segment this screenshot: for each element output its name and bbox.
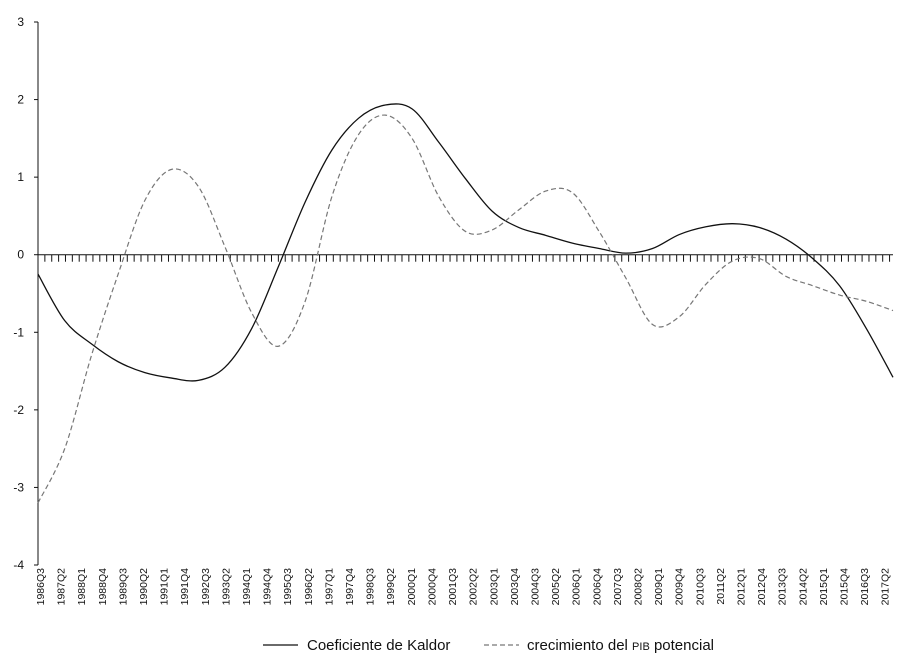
x-tick-label: 2016Q3	[859, 568, 871, 606]
x-tick-label: 2015Q4	[838, 568, 850, 606]
x-tick-label: 1988Q1	[76, 568, 88, 606]
x-tick-label: 2015Q1	[818, 568, 830, 606]
x-tick-labels: 1986Q3 1987Q2 1988Q1 1988Q4 1989Q3 1990Q2 1991…	[35, 568, 892, 606]
x-tick-label: 1993Q2	[220, 568, 232, 606]
y-tick-label: 2	[17, 93, 24, 107]
x-tick-label: 1987Q2	[56, 568, 68, 606]
y-tick-label: -4	[13, 558, 24, 572]
x-tick-label: 1988Q4	[97, 568, 109, 606]
x-tick-label: 1986Q3	[35, 568, 47, 606]
x-tick-label: 1989Q3	[117, 568, 129, 606]
x-tick-label: 2005Q2	[550, 568, 562, 606]
x-tick-label: 2006Q1	[571, 568, 583, 606]
x-tick-label: 2003Q4	[509, 568, 521, 606]
x-tick-label: 1991Q1	[159, 568, 171, 606]
y-tick-labels: 3 2 1 0 -1 -2 -3 -4	[13, 15, 24, 572]
y-tick-label: 0	[17, 248, 24, 262]
x-tick-label: 2000Q1	[406, 568, 418, 606]
x-tick-label: 2014Q2	[797, 568, 809, 606]
legend: Coeficiente de Kaldor crecimiento del PIB…	[263, 637, 714, 654]
x-tick-label: 2013Q3	[777, 568, 789, 606]
x-tick-label: 2007Q3	[612, 568, 624, 606]
series-line-kaldor	[37, 103, 894, 382]
x-tick-label: 1995Q3	[282, 568, 294, 606]
x-tick-label: 2006Q4	[591, 568, 603, 606]
x-ticks	[37, 254, 891, 262]
series-lines	[37, 103, 894, 504]
x-tick-label: 2009Q4	[674, 568, 686, 606]
series-line-pib-potencial	[37, 114, 894, 504]
x-tick-label: 1990Q2	[138, 568, 150, 606]
legend-label-kaldor: Coeficiente de Kaldor	[307, 637, 450, 654]
x-tick-label: 2011Q2	[715, 568, 727, 605]
x-tick-label: 1996Q2	[303, 568, 315, 606]
y-tick-label: -3	[13, 480, 24, 494]
x-tick-label: 2017Q2	[880, 568, 892, 606]
x-tick-label: 2002Q2	[468, 568, 480, 606]
x-tick-label: 1994Q4	[262, 568, 274, 606]
y-tick-label: -1	[13, 325, 24, 339]
x-tick-label: 2003Q1	[488, 568, 500, 606]
x-tick-label: 1992Q3	[200, 568, 212, 606]
x-tick-label: 2008Q2	[632, 568, 644, 606]
x-tick-label: 2000Q4	[426, 568, 438, 606]
x-tick-label: 1994Q1	[241, 568, 253, 606]
legend-label-pib-potencial: crecimiento del PIB potencial	[527, 637, 714, 654]
x-tick-label: 1998Q3	[365, 568, 377, 606]
x-tick-label: 2004Q3	[529, 568, 541, 606]
y-axis	[34, 21, 39, 566]
x-tick-label: 2012Q4	[756, 568, 768, 606]
x-tick-label: 1997Q1	[323, 568, 335, 606]
x-tick-label: 2010Q3	[694, 568, 706, 606]
x-tick-label: 2001Q3	[447, 568, 459, 606]
x-tick-label: 2009Q1	[653, 568, 665, 606]
x-tick-label: 1991Q4	[179, 568, 191, 606]
y-tick-label: 3	[17, 15, 24, 29]
x-tick-label: 1999Q2	[385, 568, 397, 606]
x-tick-label: 1997Q4	[344, 568, 356, 606]
y-tick-label: -2	[13, 403, 24, 417]
y-tick-label: 1	[17, 170, 24, 184]
x-tick-label: 2012Q1	[735, 568, 747, 606]
